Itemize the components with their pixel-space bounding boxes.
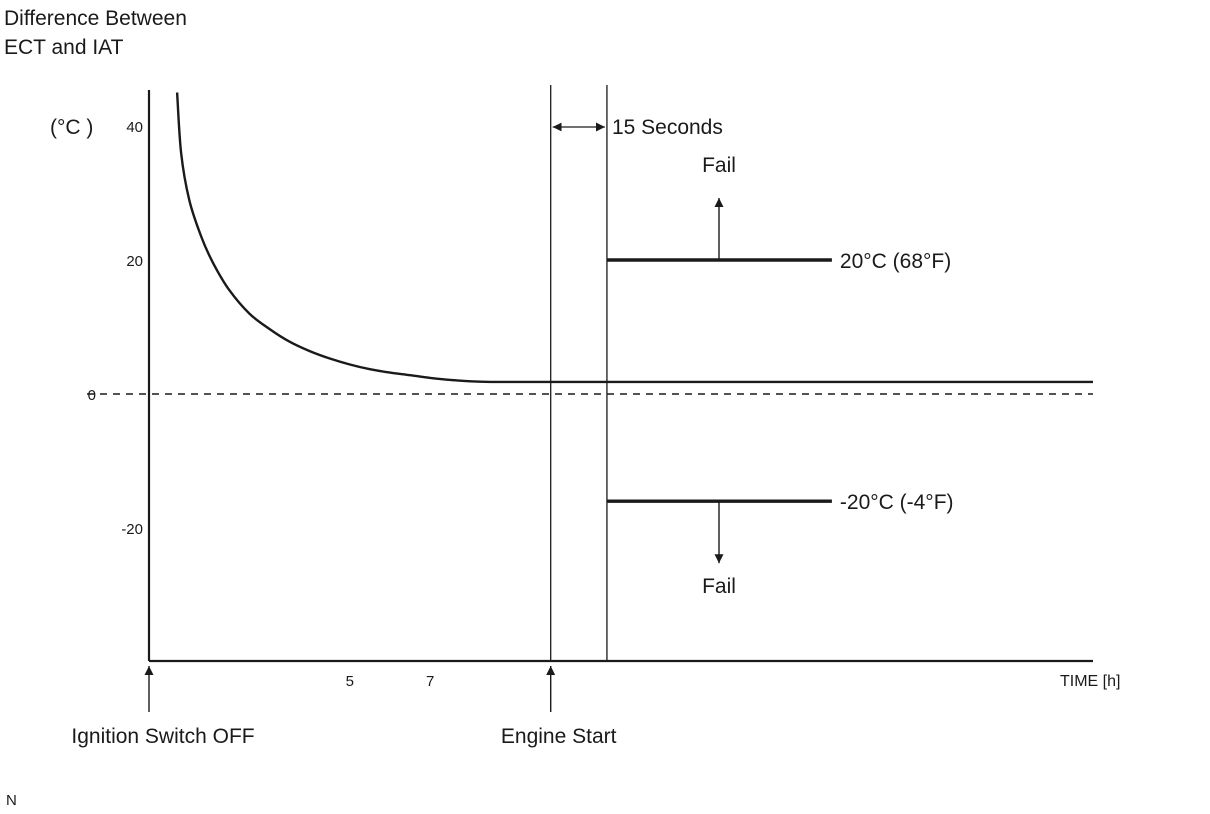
figure-code: N — [6, 792, 17, 809]
lower-fail-label: Fail — [702, 575, 736, 598]
chart-marks: 40 20 0 -20 5 7 Ignition Switch OFF Engine Star… — [71, 85, 1093, 748]
chart-title-line-1: Difference Between — [4, 7, 187, 30]
upper-fail-label: Fail — [702, 154, 736, 177]
engine-start-label: Engine Start — [501, 725, 617, 748]
x-axis-label: TIME [h] — [1060, 673, 1120, 690]
temperature-difference-curve — [175, 92, 1093, 384]
lower-threshold-label: -20°C (-4°F) — [840, 491, 954, 514]
y-tick-label: 0 — [88, 387, 96, 404]
x-tick-label: 5 — [346, 673, 354, 690]
ignition-off-label: Ignition Switch OFF — [71, 725, 254, 748]
y-tick-label: 40 — [126, 119, 143, 136]
upper-threshold-label: 20°C (68°F) — [840, 250, 951, 273]
interval-label: 15 Seconds — [612, 116, 723, 139]
x-tick-label: 7 — [426, 673, 434, 690]
y-tick-label: -20 — [121, 521, 143, 538]
chart-title-line-2: ECT and IAT — [4, 36, 124, 59]
y-axis-unit-label: (°C ) — [50, 116, 93, 139]
y-tick-label: 20 — [126, 253, 143, 270]
